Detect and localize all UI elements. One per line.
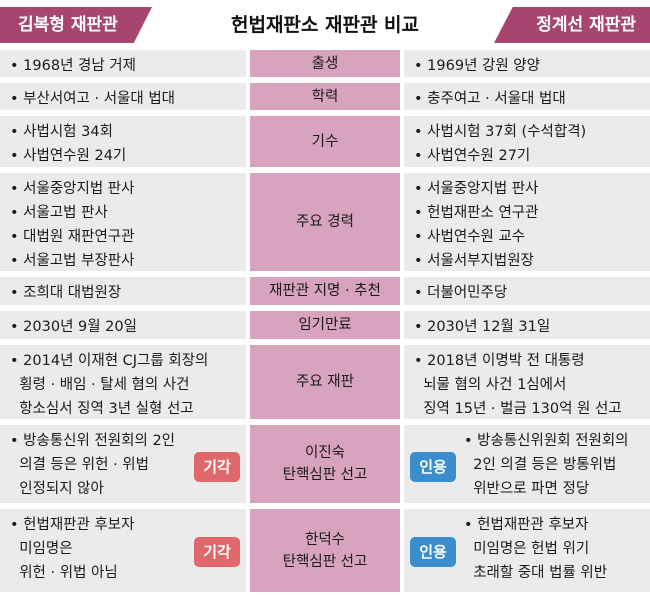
right-cell: • 더불어민주당 xyxy=(404,277,650,305)
left-line: • 방송통신위 전원회의 2인 xyxy=(10,433,176,449)
category-cell: 이진숙 탄핵심판 선고 xyxy=(250,425,400,503)
left-line: • 사법시험 34회 xyxy=(10,124,113,140)
left-line: • 사법연수원 24기 xyxy=(10,148,127,164)
left-line: 의결 등은 위헌 · 위법 xyxy=(10,457,149,473)
left-line: • 서울고법 판사 xyxy=(10,205,108,221)
right-cell: • 충주여고 · 서울대 법대 xyxy=(404,83,650,110)
left-line: 위헌 · 위법 아님 xyxy=(10,565,118,581)
right-line: • 방송통신위원회 전원회의 xyxy=(464,433,629,449)
left-line: 횡령 · 배임 · 탈세 혐의 사건 xyxy=(10,377,190,393)
row-career: • 서울중앙지법 판사 • 서울고법 판사 • 대법원 재판연구관 • 서울고법… xyxy=(0,170,650,274)
right-line: • 사법연수원 교수 xyxy=(414,229,526,245)
category-label: 주요 재판 xyxy=(296,374,354,390)
left-line: • 조희대 대법원장 xyxy=(10,285,122,301)
right-line: 초래할 중대 법률 위반 xyxy=(464,565,608,581)
row-class-year: • 사법시험 34회 • 사법연수원 24기 기수 • 사법시험 37회 (수석… xyxy=(0,113,650,170)
row-impeachment-lee: • 방송통신위 전원회의 2인 의결 등은 위헌 · 위법 인정되지 않아 기각… xyxy=(0,422,650,506)
right-cell: • 사법시험 37회 (수석합격) • 사법연수원 27기 xyxy=(404,116,650,167)
category-label: 한덕수 xyxy=(304,531,346,548)
left-line: 미임명은 xyxy=(10,541,73,557)
right-line: 뇌물 혐의 사건 1심에서 xyxy=(414,377,567,393)
left-cell: • 방송통신위 전원회의 2인 의결 등은 위헌 · 위법 인정되지 않아 기각 xyxy=(0,425,246,503)
rejected-badge: 기각 xyxy=(194,537,240,567)
accepted-badge: 인용 xyxy=(410,537,456,567)
left-line: • 서울중앙지법 판사 xyxy=(10,181,135,197)
row-education: • 부산서여고 · 서울대 법대 학력 • 충주여고 · 서울대 법대 xyxy=(0,80,650,113)
right-line: • 1969년 강원 양양 xyxy=(414,58,540,74)
left-cell: • 2014년 이재현 CJ그룹 회장의 횡령 · 배임 · 탈세 혐의 사건 … xyxy=(0,345,246,419)
right-line: • 충주여고 · 서울대 법대 xyxy=(414,91,566,107)
right-cell: 인용 • 방송통신위원회 전원회의 2인 의결 등은 방통위법 위반으로 파면 … xyxy=(404,425,650,503)
row-major-trials: • 2014년 이재현 CJ그룹 회장의 횡령 · 배임 · 탈세 혐의 사건 … xyxy=(0,342,650,422)
left-cell: • 사법시험 34회 • 사법연수원 24기 xyxy=(0,116,246,167)
category-cell: 주요 재판 xyxy=(250,345,400,419)
right-line: 미임명은 헌법 위기 xyxy=(464,541,590,557)
right-line: 징역 15년 · 벌금 130억 원 선고 xyxy=(414,401,622,417)
category-cell: 재판관 지명 · 추천 xyxy=(250,277,400,305)
category-label: 재판관 지명 · 추천 xyxy=(269,283,381,299)
left-line: 항소심서 징역 3년 실형 선고 xyxy=(10,401,194,417)
left-justice-label: 김복형 재판관 xyxy=(0,7,152,43)
category-label: 출생 xyxy=(311,55,339,72)
right-cell: • 서울중앙지법 판사 • 헌법재판소 연구관 • 사법연수원 교수 • 서울서… xyxy=(404,173,650,271)
right-line: • 서울중앙지법 판사 xyxy=(414,181,539,197)
category-cell: 주요 경력 xyxy=(250,173,400,271)
left-cell: • 서울중앙지법 판사 • 서울고법 판사 • 대법원 재판연구관 • 서울고법… xyxy=(0,173,246,271)
right-line: • 2030년 12월 31일 xyxy=(414,319,551,335)
left-cell: • 1968년 경남 거제 xyxy=(0,50,246,77)
left-line: • 헌법재판관 후보자 xyxy=(10,517,135,533)
right-line: • 사법연수원 27기 xyxy=(414,148,531,164)
category-cell: 한덕수 탄핵심판 선고 xyxy=(250,509,400,592)
row-impeachment-han: • 헌법재판관 후보자 미임명은 위헌 · 위법 아님 기각 한덕수 탄핵심판 … xyxy=(0,506,650,595)
category-label: 임기만료 xyxy=(298,317,352,333)
left-cell: • 2030년 9월 20일 xyxy=(0,311,246,339)
right-line: • 2018년 이명박 전 대통령 xyxy=(414,353,585,369)
right-line: • 헌법재판관 후보자 xyxy=(464,517,589,533)
row-term-end: • 2030년 9월 20일 임기만료 • 2030년 12월 31일 xyxy=(0,308,650,342)
right-cell: 인용 • 헌법재판관 후보자 미임명은 헌법 위기 초래할 중대 법률 위반 xyxy=(404,509,650,592)
left-line: • 2014년 이재현 CJ그룹 회장의 xyxy=(10,353,209,369)
category-label: 주요 경력 xyxy=(296,214,354,230)
rejected-badge: 기각 xyxy=(194,452,240,482)
right-line: 위반으로 파면 정당 xyxy=(464,481,590,497)
row-birth: • 1968년 경남 거제 출생 • 1969년 강원 양양 xyxy=(0,47,650,80)
row-nomination: • 조희대 대법원장 재판관 지명 · 추천 • 더불어민주당 xyxy=(0,274,650,308)
left-line: 인정되지 않아 xyxy=(10,481,104,497)
left-line: • 부산서여고 · 서울대 법대 xyxy=(10,91,175,107)
page-title: 헌법재판소 재판관 비교 xyxy=(230,14,420,36)
left-line: • 2030년 9월 20일 xyxy=(10,319,137,335)
right-line: 2인 의결 등은 방통위법 xyxy=(464,457,617,473)
category-label: 이진숙 xyxy=(304,445,346,461)
category-label: 기수 xyxy=(311,133,339,150)
left-cell: • 부산서여고 · 서울대 법대 xyxy=(0,83,246,110)
right-cell: • 1969년 강원 양양 xyxy=(404,50,650,77)
left-cell: • 조희대 대법원장 xyxy=(0,277,246,305)
category-cell: 학력 xyxy=(250,83,400,110)
category-label: 탄핵심판 선고 xyxy=(282,553,368,570)
category-cell: 기수 xyxy=(250,116,400,167)
right-cell: • 2030년 12월 31일 xyxy=(404,311,650,339)
header: 김복형 재판관 헌법재판소 재판관 비교 정계선 재판관 xyxy=(0,0,650,50)
accepted-badge: 인용 xyxy=(410,452,456,482)
right-cell: • 2018년 이명박 전 대통령 뇌물 혐의 사건 1심에서 징역 15년 ·… xyxy=(404,345,650,419)
left-line: • 1968년 경남 거제 xyxy=(10,58,136,74)
right-line: • 헌법재판소 연구관 xyxy=(414,205,539,221)
category-label: 탄핵심판 선고 xyxy=(282,467,368,483)
left-line: • 서울고법 부장판사 xyxy=(10,253,135,269)
right-line: • 서울서부지법원장 xyxy=(414,253,534,269)
right-line: • 더불어민주당 xyxy=(414,285,508,301)
category-label: 학력 xyxy=(311,88,339,105)
category-cell: 임기만료 xyxy=(250,311,400,339)
right-justice-label: 정계선 재판관 xyxy=(494,7,650,43)
left-line: • 대법원 재판연구관 xyxy=(10,229,135,245)
left-cell: • 헌법재판관 후보자 미임명은 위헌 · 위법 아님 기각 xyxy=(0,509,246,592)
category-cell: 출생 xyxy=(250,50,400,77)
right-line: • 사법시험 37회 (수석합격) xyxy=(414,124,587,140)
